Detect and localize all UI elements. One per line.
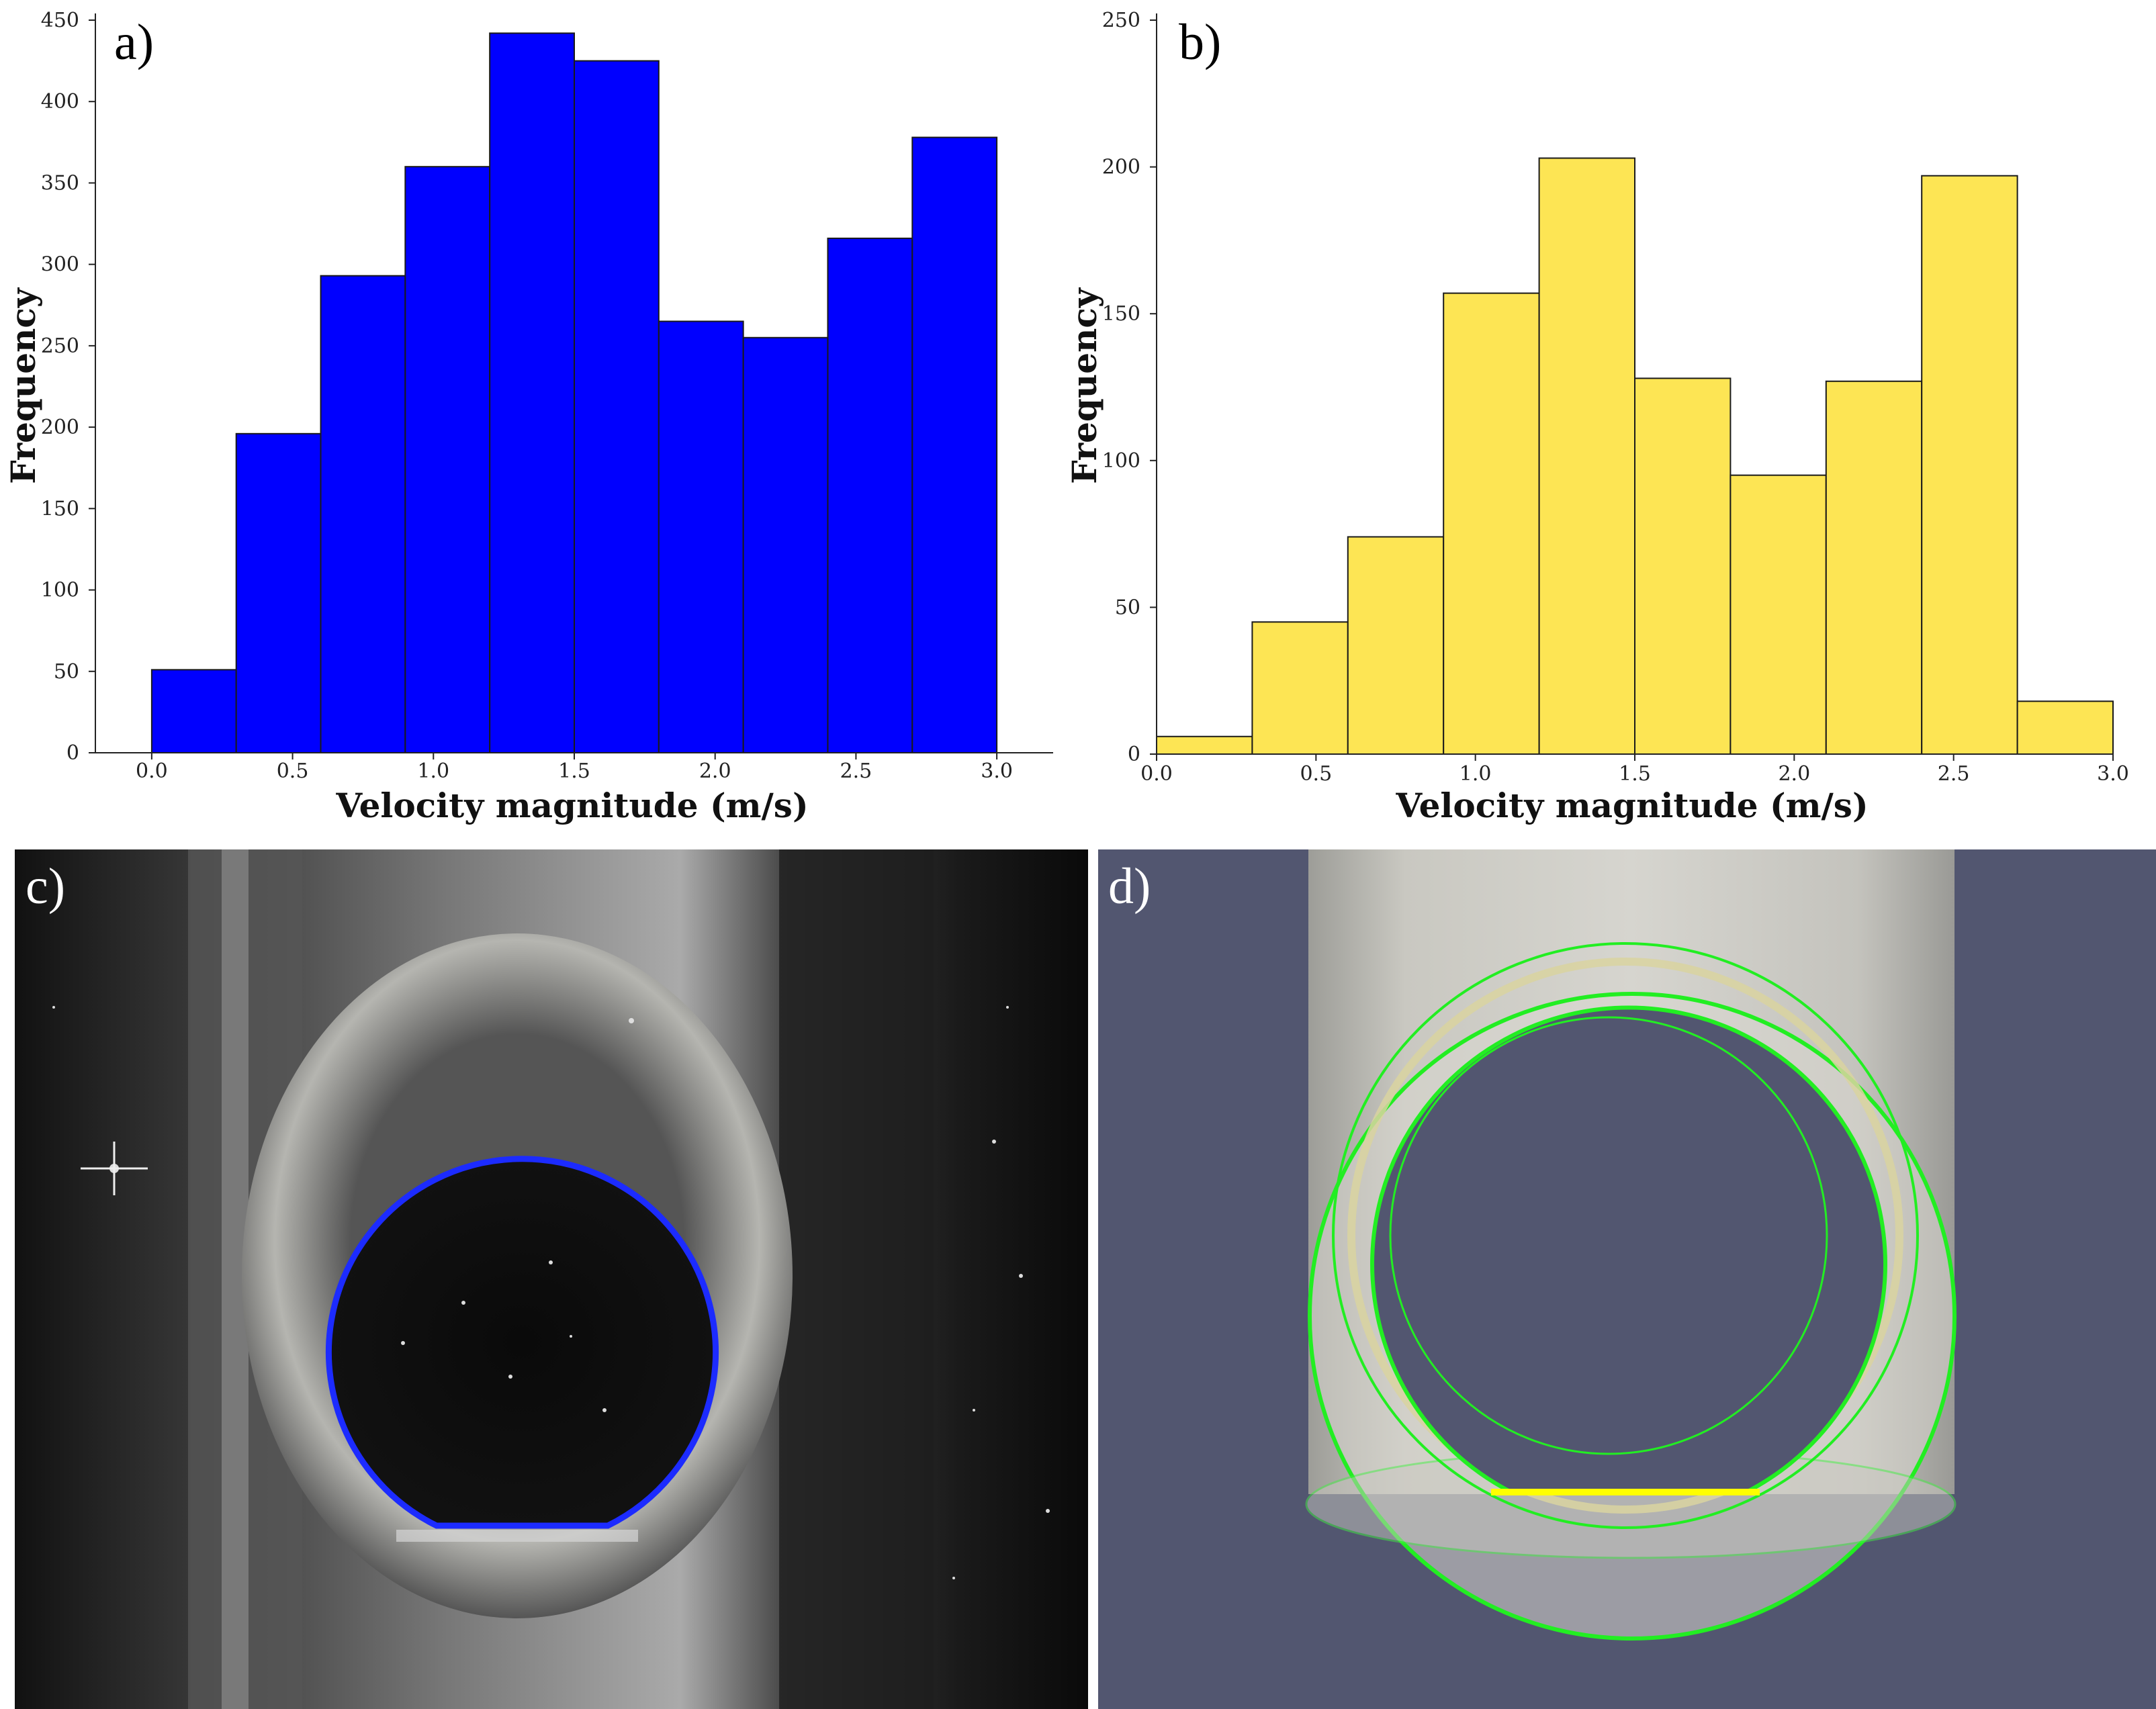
histogram-b-bar	[1156, 735, 1253, 755]
histogram-a-x-tick-label: 1.5	[558, 759, 590, 783]
histogram-b-bar	[1347, 536, 1445, 755]
histogram-b-bar	[1730, 474, 1827, 755]
render-panel-d: d)	[1098, 849, 2156, 1709]
histogram-panel-a: a) 0 50 100 150 200 250 300 350 400 450 0.0 0.5 1.0 1…	[3, 9, 1053, 825]
histogram-a-y-tick-label: 250	[41, 334, 79, 358]
histogram-a-bar	[150, 669, 237, 753]
particle-specks	[52, 1006, 1050, 1579]
histogram-b-y-tick-label: 100	[1102, 449, 1140, 473]
histogram-b-xlabel: Velocity magnitude (m/s)	[1395, 786, 1868, 825]
histogram-a-y-tick-label: 150	[41, 497, 79, 520]
pipe-opening	[328, 1158, 716, 1526]
opening-green-outline	[1370, 1005, 1887, 1494]
outer-green-ring	[1332, 942, 1919, 1529]
histogram-b-bar	[1921, 175, 2018, 755]
histogram-a-xlabel: Velocity magnitude (m/s)	[335, 786, 808, 825]
photo-panel-c: c)	[15, 849, 1088, 1709]
histogram-a-x-tick-label: 0.5	[277, 759, 309, 783]
histogram-b-x-tick-label: 2.5	[1938, 762, 1970, 786]
histogram-b-bar	[1443, 292, 1540, 755]
histogram-b-bars	[1156, 157, 2114, 755]
right-pipe-wall	[779, 849, 934, 1709]
histogram-a-bar	[911, 136, 998, 753]
histogram-a-bar	[658, 320, 744, 753]
histogram-a-bar	[827, 237, 913, 753]
histogram-b-x-tick-label: 1.5	[1619, 762, 1651, 786]
histogram-a-x-tick-label: 3.0	[981, 759, 1013, 783]
histogram-b-bar	[1251, 621, 1349, 755]
histogram-a-x-tick-label: 2.0	[699, 759, 731, 783]
histogram-a-y-tick-label: 100	[41, 579, 79, 602]
opening-base-highlight	[396, 1530, 638, 1542]
panel-label-d: d)	[1108, 858, 1151, 915]
sphere-outline	[1308, 992, 1957, 1641]
histogram-b-bar	[1634, 377, 1732, 755]
histogram-a-y-tick-label: 0	[66, 741, 79, 765]
histogram-b-ylabel: Frequency	[1065, 287, 1104, 484]
inner-green-ring	[1389, 1016, 1828, 1455]
histogram-b-y-tick-label: 250	[1102, 9, 1140, 32]
histogram-a-bar	[235, 432, 322, 753]
histogram-b-bar	[1538, 157, 1636, 755]
histogram-a-y-tick-label: 400	[41, 90, 79, 113]
bright-speck-flare	[81, 1142, 148, 1195]
histogram-b-x-tick-label: 3.0	[2097, 762, 2129, 786]
histogram-a-y-tick-label: 300	[41, 253, 79, 277]
histogram-a-bar	[489, 32, 575, 754]
histogram-a-y-tick-label: 200	[41, 416, 79, 439]
histogram-b-bar	[2016, 700, 2114, 755]
histogram-a-y-tick-label: 50	[54, 660, 79, 684]
panel-label-c: c)	[26, 858, 65, 915]
histogram-a-ylabel: Frequency	[3, 287, 43, 484]
histogram-a-y-tick-label: 350	[41, 171, 79, 195]
histogram-a-bars	[150, 32, 998, 754]
histogram-a-bar	[742, 336, 829, 753]
histogram-b-x-tick-label: 0.0	[1140, 762, 1173, 786]
histogram-b-x-tick-label: 1.0	[1459, 762, 1492, 786]
histogram-a-y-tick-label: 450	[41, 9, 79, 32]
opening-outline	[326, 1156, 719, 1529]
histogram-b-y-tick-label: 200	[1102, 156, 1140, 179]
histogram-b-x-tick-label: 0.5	[1300, 762, 1332, 786]
yellow-ring	[1347, 958, 1903, 1514]
histogram-b-y-tick-label: 50	[1115, 596, 1140, 619]
histogram-b-x-tick-label: 2.0	[1778, 762, 1810, 786]
panel-label-b: b)	[1179, 14, 1221, 71]
histogram-b-axes: 0 50 100 150 200 250 0.0 0.5 1.0 1.5 2.0 2.5 3.0	[1102, 9, 2129, 786]
histogram-b-bar	[1825, 380, 1923, 755]
histogram-a-bar	[404, 166, 491, 753]
histogram-a-bar	[574, 60, 660, 754]
histogram-a-x-tick-label: 0.0	[136, 759, 168, 783]
panel-label-a: a)	[114, 14, 154, 71]
histogram-a-x-tick-label: 2.5	[840, 759, 872, 783]
histogram-a-x-tick-label: 1.0	[417, 759, 449, 783]
cut-opening	[1372, 1007, 1885, 1492]
histogram-b-y-tick-label: 150	[1102, 302, 1140, 326]
histogram-a-axes: 0 50 100 150 200 250 300 350 400 450 0.0 0.5 1.0 1.5 2…	[41, 9, 1053, 783]
histogram-a-bar	[320, 275, 406, 754]
histogram-b-y-tick-label: 0	[1128, 743, 1140, 766]
